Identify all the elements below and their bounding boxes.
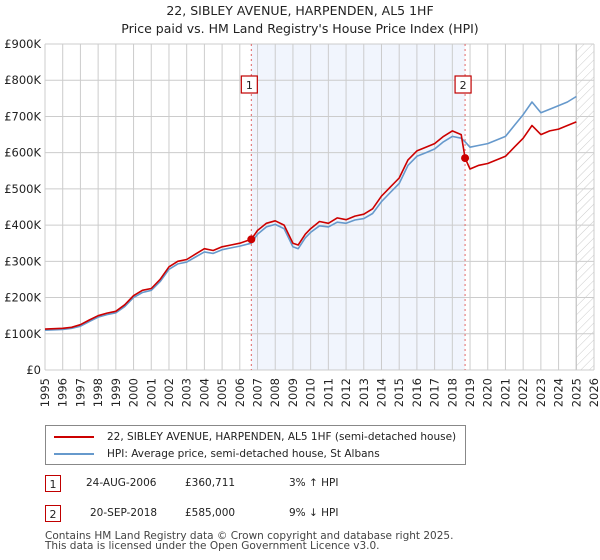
x-tick-label: 2019 — [463, 378, 477, 407]
x-tick-label: 1998 — [91, 378, 105, 407]
y-tick-label: £300K — [4, 254, 41, 268]
chart-title: 22, SIBLEY AVENUE, HARPENDEN, AL5 1HF — [166, 3, 434, 18]
x-tick-label: 2007 — [251, 378, 265, 407]
x-tick-label: 2015 — [392, 378, 406, 407]
x-tick-label: 2022 — [516, 378, 530, 407]
y-tick-label: £900K — [4, 37, 41, 51]
sale-point — [247, 235, 256, 244]
x-tick-label: 2023 — [534, 378, 548, 407]
x-tick-label: 2010 — [304, 378, 318, 407]
y-tick-label: £500K — [4, 182, 41, 196]
legend-item-hpi: HPI: Average price, semi-detached house,… — [46, 446, 380, 462]
shaded-period — [251, 44, 466, 370]
y-tick-label: £400K — [4, 218, 41, 232]
transaction-date: 20-SEP-2018 — [90, 507, 158, 519]
x-tick-label: 1996 — [56, 378, 70, 407]
y-tick-label: £100K — [4, 327, 41, 341]
y-tick-label: £200K — [4, 291, 41, 305]
y-tick-label: £600K — [4, 146, 41, 160]
x-tick-label: 2011 — [321, 378, 335, 407]
sale-label-box — [240, 75, 258, 94]
x-tick-label: 2013 — [357, 378, 371, 407]
x-tick-label: 2005 — [215, 378, 229, 407]
x-tick-label: 2020 — [481, 378, 495, 407]
transaction-hpi-diff: 3% ↑ HPI — [289, 477, 339, 489]
price-chart: 1 2 £0 £100K £200K £300K £400K £500K £600K £700K… — [4, 37, 600, 407]
x-tick-label: 2024 — [552, 378, 566, 407]
transaction-badge: 1 — [45, 475, 61, 492]
legend-label-property: 22, SIBLEY AVENUE, HARPENDEN, AL5 1HF (s… — [107, 431, 457, 443]
sale-point — [461, 154, 470, 163]
x-tick-label: 2004 — [197, 378, 211, 407]
y-tick-label: £700K — [4, 109, 41, 123]
x-tick-label: 2009 — [286, 378, 300, 407]
x-tick-label: 2000 — [127, 378, 141, 407]
legend-swatch-hpi — [54, 453, 94, 455]
x-tick-label: 2006 — [233, 378, 247, 407]
transaction-price: £585,000 — [185, 507, 236, 519]
sale-label: 2 — [460, 79, 467, 92]
forecast-hatch — [576, 44, 594, 370]
chart-subtitle: Price paid vs. HM Land Registry's House … — [121, 21, 479, 36]
transaction-date: 24-AUG-2006 — [86, 477, 157, 489]
x-tick-label: 2003 — [180, 378, 194, 407]
x-tick-label: 2018 — [445, 378, 459, 407]
x-tick-label: 1997 — [73, 378, 87, 407]
transaction-badge: 2 — [45, 505, 61, 522]
sale-label-box — [454, 75, 472, 94]
footer-line-1: Contains HM Land Registry data © Crown c… — [45, 530, 454, 542]
legend-item-property: 22, SIBLEY AVENUE, HARPENDEN, AL5 1HF (s… — [46, 429, 456, 445]
legend-label-hpi: HPI: Average price, semi-detached house,… — [107, 448, 380, 460]
chart-legend: 22, SIBLEY AVENUE, HARPENDEN, AL5 1HF (s… — [45, 425, 466, 465]
x-tick-label: 2016 — [410, 378, 424, 407]
x-tick-label: 2017 — [428, 378, 442, 407]
hpi-line — [44, 95, 577, 331]
footer-attribution: Contains HM Land Registry data © Crown c… — [45, 530, 454, 552]
x-tick-label: 2002 — [162, 378, 176, 407]
transaction-price: £360,711 — [185, 477, 236, 489]
transaction-hpi-diff: 9% ↓ HPI — [289, 507, 339, 519]
property-price-line — [44, 121, 577, 330]
x-tick-label: 1995 — [38, 378, 52, 407]
x-tick-label: 2008 — [268, 378, 282, 407]
x-tick-label: 2001 — [144, 378, 158, 407]
x-tick-label: 2026 — [587, 378, 600, 407]
x-tick-label: 2025 — [569, 378, 583, 407]
x-tick-label: 1999 — [109, 378, 123, 407]
y-tick-label: £0 — [26, 363, 41, 377]
footer-line-2: This data is licensed under the Open Gov… — [45, 540, 380, 552]
x-tick-label: 2014 — [374, 378, 388, 407]
x-tick-label: 2021 — [498, 378, 512, 407]
y-tick-label: £800K — [4, 73, 41, 87]
x-tick-label: 2012 — [339, 378, 353, 407]
sale-label: 1 — [246, 79, 253, 92]
legend-swatch-property — [54, 436, 94, 438]
